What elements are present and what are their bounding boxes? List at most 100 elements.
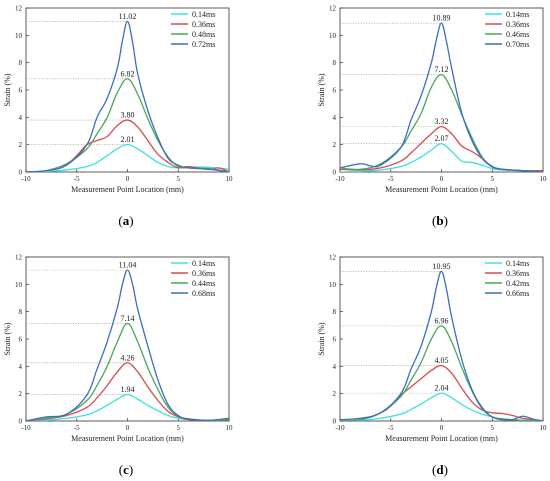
legend-label: 0.14ms bbox=[506, 259, 529, 268]
y-tick-label: 10 bbox=[15, 281, 23, 289]
legend-label: 0.72ms bbox=[192, 40, 215, 49]
series-line-0.44ms bbox=[26, 322, 229, 421]
panel-label: (b) bbox=[432, 213, 448, 228]
peak-value-label: 11.04 bbox=[119, 261, 137, 270]
legend-label: 0.46ms bbox=[506, 30, 529, 39]
x-tick-label: 5 bbox=[177, 175, 181, 183]
x-tick-label: 0 bbox=[126, 424, 130, 432]
peak-value-label: 4.26 bbox=[121, 353, 135, 362]
legend-label: 0.44ms bbox=[192, 279, 215, 288]
x-axis-label: Measurement Point Location (mm) bbox=[71, 185, 184, 194]
legend-label: 0.70ms bbox=[506, 40, 529, 49]
peak-value-label: 2.07 bbox=[435, 134, 449, 143]
peak-value-label: 11.02 bbox=[119, 12, 137, 21]
peak-value-label: 10.95 bbox=[433, 262, 451, 271]
series-line-0.42ms bbox=[340, 325, 543, 421]
y-tick-label: 4 bbox=[19, 114, 23, 122]
x-tick-label: 0 bbox=[126, 175, 130, 183]
chart-panel-d: 0 2 4 6 8 10 12 -10 -5 0 5 10 Measurement Point Loca… bbox=[317, 254, 547, 478]
x-tick-label: 5 bbox=[177, 424, 181, 432]
series-line-0.36ms bbox=[26, 119, 229, 172]
legend-label: 0.48ms bbox=[192, 30, 215, 39]
y-tick-label: 8 bbox=[333, 308, 337, 316]
series-line-0.68ms bbox=[26, 269, 229, 421]
x-tick-label: 10 bbox=[226, 424, 234, 432]
x-tick-label: -10 bbox=[335, 424, 345, 432]
legend-label: 0.36ms bbox=[192, 269, 215, 278]
legend-label: 0.36ms bbox=[506, 269, 529, 278]
y-tick-label: 12 bbox=[15, 254, 23, 262]
y-tick-label: 6 bbox=[333, 336, 337, 344]
y-tick-label: 6 bbox=[19, 336, 23, 344]
y-tick-label: 0 bbox=[333, 169, 337, 177]
legend-label: 0.36ms bbox=[506, 20, 529, 29]
x-tick-label: 10 bbox=[540, 424, 548, 432]
legend-label: 0.14ms bbox=[192, 259, 215, 268]
x-tick-label: -5 bbox=[74, 424, 80, 432]
series-group bbox=[26, 269, 229, 421]
y-tick-label: 2 bbox=[19, 141, 23, 149]
panel-label: (a) bbox=[118, 213, 133, 228]
y-tick-label: 0 bbox=[333, 418, 337, 426]
legend-label: 0.36ms bbox=[192, 20, 215, 29]
x-axis-label: Measurement Point Location (mm) bbox=[385, 185, 498, 194]
x-tick-label: 5 bbox=[491, 424, 495, 432]
panel-label: (d) bbox=[432, 462, 448, 477]
y-tick-label: 6 bbox=[19, 87, 23, 95]
legend-label: 0.66ms bbox=[506, 289, 529, 298]
y-tick-label: 4 bbox=[19, 363, 23, 371]
y-axis-label: Strain (%) bbox=[3, 73, 12, 106]
x-tick-label: -10 bbox=[21, 175, 31, 183]
y-tick-label: 12 bbox=[15, 5, 23, 13]
series-group bbox=[340, 270, 543, 421]
y-tick-label: 2 bbox=[333, 390, 337, 398]
x-tick-label: 5 bbox=[491, 175, 495, 183]
y-tick-label: 8 bbox=[19, 308, 23, 316]
chart-panel-c: 0 2 4 6 8 10 12 -10 -5 0 5 10 Measurement Point Loca… bbox=[3, 254, 233, 478]
y-axis-label: Strain (%) bbox=[3, 322, 12, 355]
x-axis-label: Measurement Point Location (mm) bbox=[385, 434, 498, 443]
x-tick-label: 0 bbox=[440, 175, 444, 183]
y-tick-label: 4 bbox=[333, 363, 337, 371]
y-tick-label: 0 bbox=[19, 169, 23, 177]
peak-value-label: 3.32 bbox=[435, 117, 449, 126]
peak-value-label: 7.12 bbox=[435, 65, 449, 74]
panel-label: (c) bbox=[119, 462, 133, 477]
y-tick-label: 12 bbox=[329, 254, 337, 262]
x-tick-label: -5 bbox=[388, 424, 394, 432]
y-axis-label: Strain (%) bbox=[317, 73, 326, 106]
series-group bbox=[26, 20, 229, 172]
series-line-0.48ms bbox=[26, 78, 229, 172]
y-tick-label: 4 bbox=[333, 114, 337, 122]
peak-value-label: 6.82 bbox=[121, 69, 135, 78]
peak-value-label: 4.05 bbox=[435, 356, 449, 365]
peak-value-label: 2.01 bbox=[121, 135, 135, 144]
legend-label: 0.14ms bbox=[506, 10, 529, 19]
y-tick-label: 2 bbox=[333, 141, 337, 149]
series-line-0.14ms bbox=[340, 143, 543, 172]
y-tick-label: 12 bbox=[329, 5, 337, 13]
peak-value-label: 1.94 bbox=[121, 385, 135, 394]
x-tick-label: 10 bbox=[540, 175, 548, 183]
y-tick-label: 10 bbox=[15, 32, 23, 40]
x-tick-label: -10 bbox=[335, 175, 345, 183]
y-tick-label: 8 bbox=[19, 59, 23, 67]
peak-value-label: 3.80 bbox=[121, 111, 135, 120]
series-line-0.70ms bbox=[340, 22, 543, 172]
series-group bbox=[340, 22, 543, 172]
legend-label: 0.68ms bbox=[192, 289, 215, 298]
series-line-0.72ms bbox=[26, 20, 229, 172]
y-tick-label: 6 bbox=[333, 87, 337, 95]
x-axis-label: Measurement Point Location (mm) bbox=[71, 434, 184, 443]
peak-value-label: 10.89 bbox=[433, 14, 451, 23]
x-tick-label: -5 bbox=[388, 175, 394, 183]
y-tick-label: 2 bbox=[19, 390, 23, 398]
legend-label: 0.14ms bbox=[192, 10, 215, 19]
peak-value-label: 7.14 bbox=[121, 314, 135, 323]
x-tick-label: -10 bbox=[21, 424, 31, 432]
legend-label: 0.42ms bbox=[506, 279, 529, 288]
chart-panel-a: 0 2 4 6 8 10 12 -10 -5 0 5 10 Measurement Point Loca… bbox=[3, 5, 233, 229]
chart-panel-b: 0 2 4 6 8 10 12 -10 -5 0 5 10 Measurement Point Loca… bbox=[317, 5, 547, 229]
series-line-0.66ms bbox=[340, 270, 543, 421]
